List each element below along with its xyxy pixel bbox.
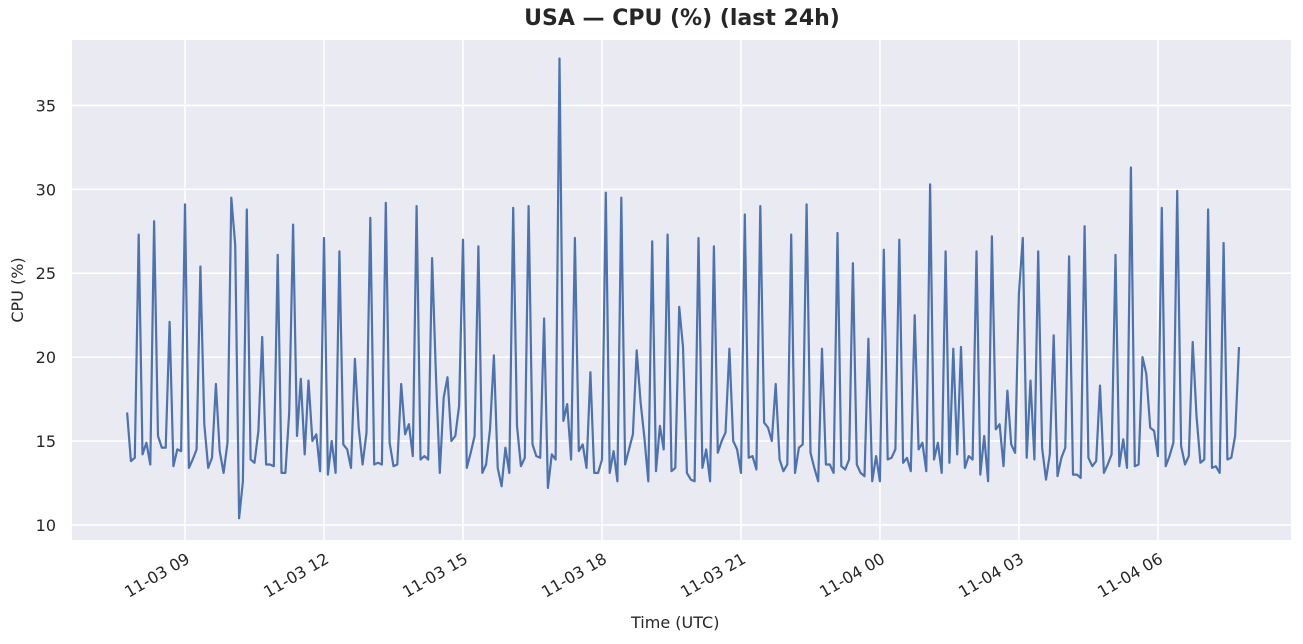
chart-title: USA — CPU (%) (last 24h) xyxy=(524,6,840,31)
y-tick-label: 25 xyxy=(36,264,56,283)
cpu-series-line xyxy=(126,57,1241,520)
x-tick-label: 11-03 18 xyxy=(538,549,610,601)
x-tick-label: 11-04 00 xyxy=(816,549,888,601)
x-axis-ticks: 11-03 09 11-03 12 11-03 15 11-03 18 11-03 21… xyxy=(121,549,1166,601)
y-tick-label: 15 xyxy=(36,432,56,451)
y-axis-ticks: 10 15 20 25 30 35 xyxy=(36,96,56,534)
x-axis-label: Time (UTC) xyxy=(631,613,720,632)
x-tick-label: 11-03 09 xyxy=(121,549,193,601)
y-tick-label: 20 xyxy=(36,348,56,367)
x-tick-label: 11-04 03 xyxy=(955,549,1027,601)
x-tick-label: 11-03 12 xyxy=(260,549,332,601)
x-tick-label: 11-03 21 xyxy=(677,549,749,601)
x-tick-label: 11-04 06 xyxy=(1094,549,1166,601)
y-tick-label: 35 xyxy=(36,96,56,115)
y-tick-label: 30 xyxy=(36,180,56,199)
x-tick-label: 11-03 15 xyxy=(399,549,471,601)
y-tick-label: 10 xyxy=(36,516,56,535)
y-axis-label: CPU (%) xyxy=(8,257,27,323)
